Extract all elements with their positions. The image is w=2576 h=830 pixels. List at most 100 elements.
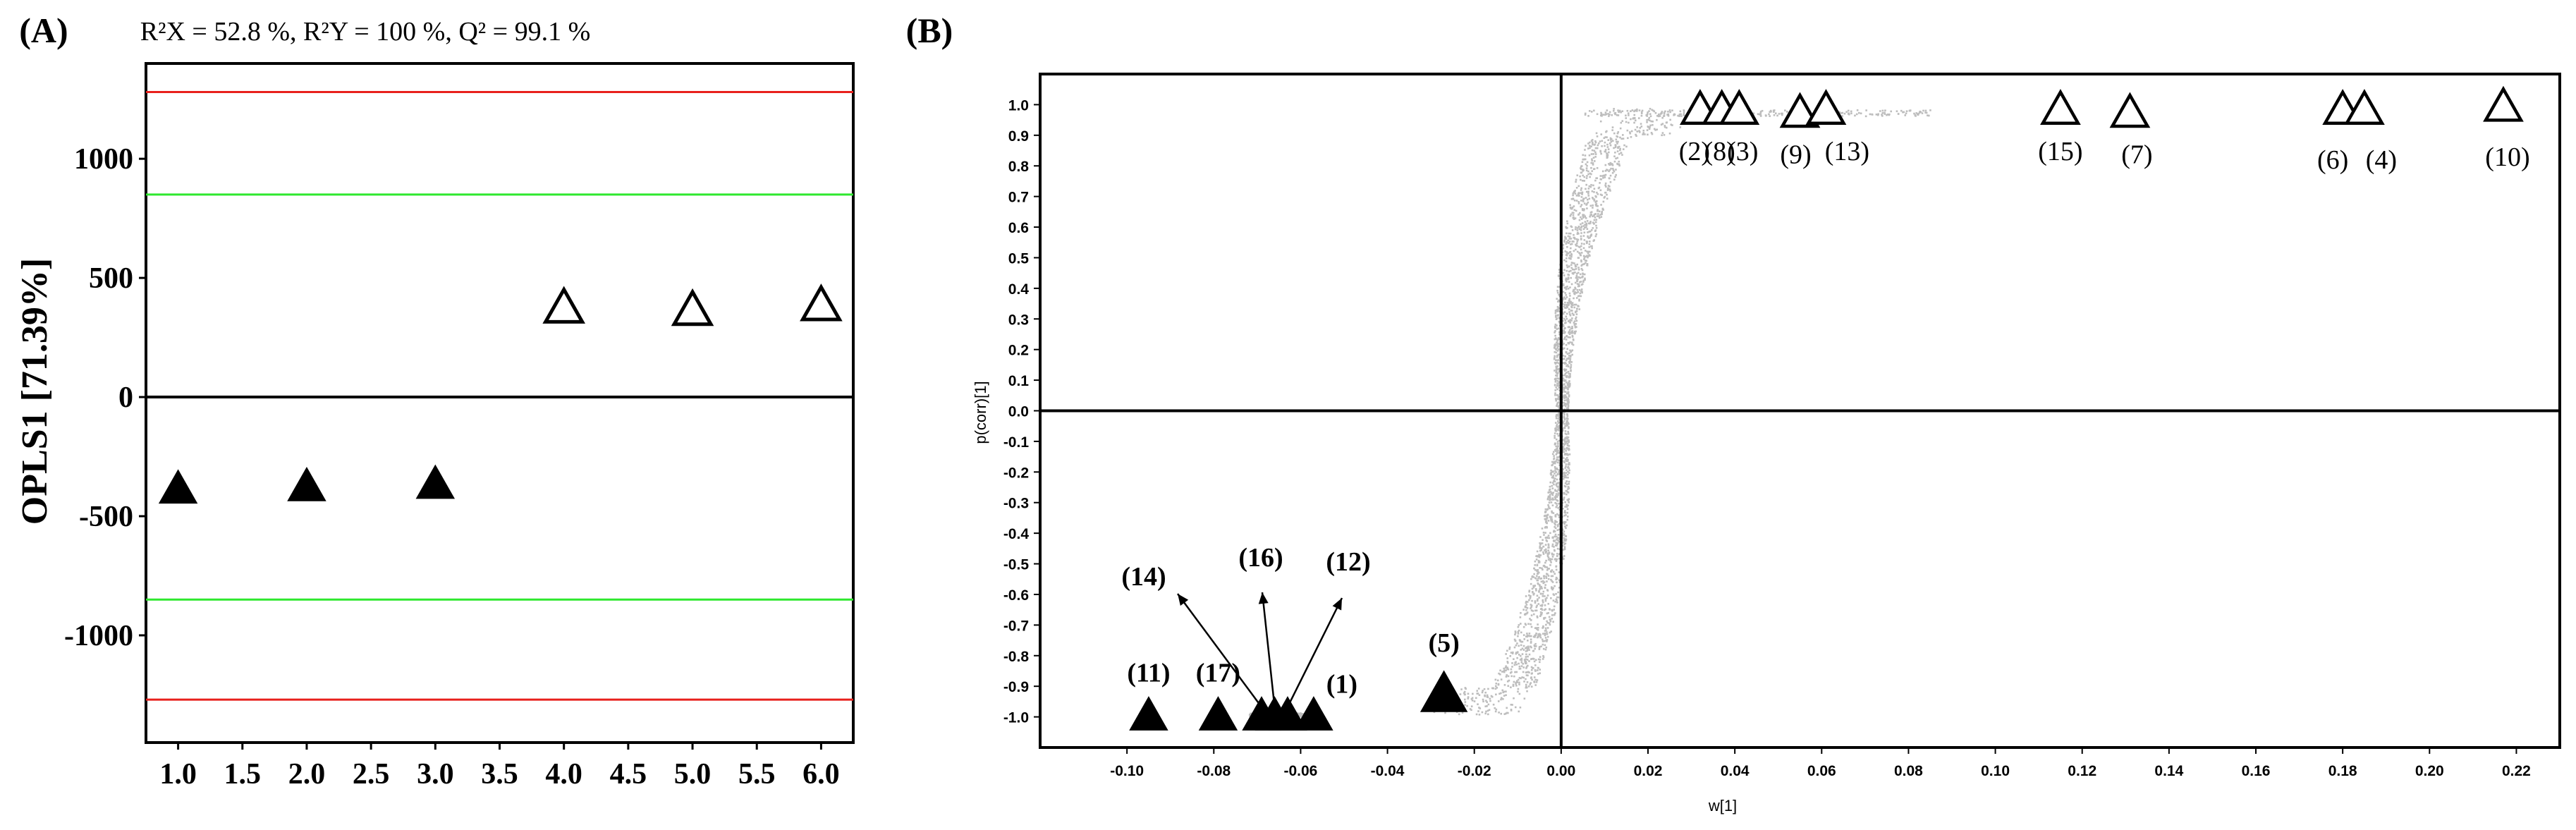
cloud-point <box>1649 115 1652 118</box>
cloud-point <box>1649 107 1652 110</box>
cloud-point <box>1520 611 1522 614</box>
cloud-point <box>1592 221 1594 224</box>
y-tick-label: 1000 <box>74 143 133 176</box>
cloud-point <box>1610 167 1612 170</box>
cloud-point <box>1556 468 1559 471</box>
cloud-point <box>1586 263 1589 265</box>
cloud-point <box>1581 191 1584 194</box>
cloud-point <box>1478 714 1481 716</box>
cloud-point <box>1481 691 1484 694</box>
cloud-point <box>1567 402 1569 405</box>
cloud-point <box>1534 684 1537 686</box>
cloud-point <box>1589 222 1592 224</box>
cloud-point <box>1615 173 1617 176</box>
cloud-point <box>1553 530 1555 533</box>
cloud-point <box>1498 672 1500 675</box>
cloud-point <box>1642 133 1644 135</box>
cloud-point <box>1567 336 1570 338</box>
cloud-point <box>1569 295 1571 297</box>
cloud-point <box>1601 170 1604 173</box>
cloud-point <box>1900 109 1903 112</box>
cloud-point <box>1565 480 1568 483</box>
cloud-point <box>1601 212 1603 214</box>
cloud-point <box>1590 228 1593 231</box>
cloud-point <box>1545 575 1547 578</box>
cloud-point <box>1563 461 1565 464</box>
cloud-point <box>1525 653 1527 656</box>
cloud-point <box>1562 348 1564 350</box>
cloud-point <box>1444 712 1446 714</box>
cloud-point <box>1584 260 1587 262</box>
cloud-point <box>1512 683 1515 686</box>
cloud-point <box>1552 477 1555 479</box>
cloud-point <box>1514 631 1517 634</box>
cloud-point <box>1585 224 1587 226</box>
cloud-point <box>1594 201 1597 204</box>
cloud-point <box>1564 298 1567 300</box>
cloud-point <box>1562 508 1564 510</box>
cloud-point <box>1548 616 1551 618</box>
cloud-point <box>1534 678 1537 681</box>
cloud-point <box>1580 187 1582 190</box>
cloud-point <box>1565 463 1568 465</box>
cloud-point <box>1556 372 1559 374</box>
cloud-point <box>1571 312 1574 315</box>
cloud-point <box>1599 140 1601 142</box>
cloud-point <box>1590 166 1592 169</box>
cloud-point <box>1565 264 1568 267</box>
cloud-point <box>1537 603 1540 605</box>
cloud-point <box>1563 274 1565 276</box>
cloud-point <box>1594 216 1597 219</box>
cloud-point <box>1569 255 1571 257</box>
cloud-point <box>1583 239 1586 241</box>
cloud-point <box>1556 403 1558 405</box>
cloud-point <box>1499 669 1501 672</box>
cloud-point <box>1539 635 1542 637</box>
cloud-point <box>1525 674 1528 676</box>
cloud-point <box>1557 420 1559 422</box>
y-tick-label: -1000 <box>64 620 133 652</box>
x-tick-label: 0.20 <box>2415 763 2444 779</box>
cloud-point <box>1542 545 1544 548</box>
cloud-point <box>1856 109 1859 111</box>
cloud-point <box>1300 715 1302 718</box>
cloud-point <box>1486 705 1488 707</box>
cloud-point <box>1585 226 1587 228</box>
cloud-point <box>1596 135 1599 138</box>
cloud-point <box>1544 508 1547 511</box>
cloud-point <box>1558 459 1561 462</box>
cloud-point <box>1473 700 1476 702</box>
cloud-point <box>1525 600 1527 603</box>
cloud-point <box>1541 587 1543 590</box>
cloud-point <box>1679 126 1682 128</box>
x-tick-label: 1.5 <box>224 758 262 791</box>
cloud-point <box>1520 661 1523 664</box>
cloud-point <box>1556 472 1559 475</box>
cloud-point <box>1579 212 1581 214</box>
cloud-point <box>1563 451 1565 453</box>
cloud-point <box>1582 279 1585 282</box>
cloud-point <box>1626 109 1629 112</box>
cloud-point <box>1596 177 1599 179</box>
cloud-point <box>1640 123 1642 125</box>
cloud-point <box>1554 442 1557 445</box>
cloud-point <box>1565 514 1567 516</box>
cloud-point <box>1553 530 1556 532</box>
cloud-point <box>1553 362 1556 364</box>
y-tick-label: 0.1 <box>1008 373 1030 389</box>
cloud-point <box>1538 561 1541 563</box>
cloud-point <box>1519 616 1522 618</box>
cloud-point <box>1649 113 1652 115</box>
cloud-point <box>1582 281 1585 283</box>
cloud-point <box>1553 480 1555 483</box>
cloud-point <box>1544 634 1546 637</box>
cloud-point <box>1888 113 1891 116</box>
cloud-point <box>1520 677 1522 680</box>
cloud-point <box>1540 614 1543 616</box>
cloud-point <box>1563 368 1565 371</box>
cloud-point <box>1668 109 1671 111</box>
cloud-point <box>1467 696 1470 698</box>
cloud-point <box>1515 661 1517 664</box>
cloud-point <box>1593 200 1596 202</box>
cloud-point <box>1554 498 1557 501</box>
